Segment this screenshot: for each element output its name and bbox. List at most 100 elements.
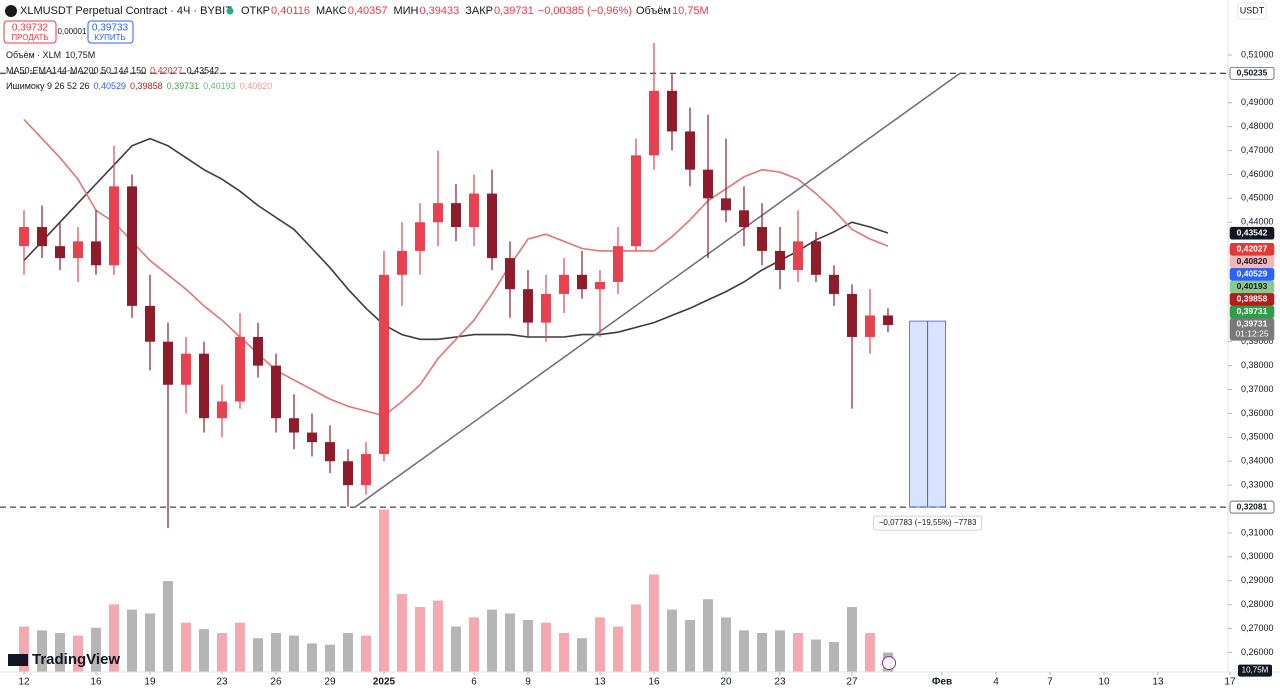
volume-bar [504,613,515,672]
volume-bar [846,607,857,672]
candle-body [756,227,767,251]
volume-bar [72,635,83,672]
candle-body [828,274,839,294]
candle-body [432,203,443,223]
candle-body [126,186,137,306]
status-dot [226,7,234,15]
volume-bar [540,622,551,672]
price-tag [1229,267,1275,281]
indicator-row: Объём · XLM 10,75M [6,50,95,60]
volume-bar [126,609,137,672]
y-tick-label: 0,36000 [1241,408,1274,418]
measure-label-box [873,515,983,531]
header: XLMUSDT Perpetual Contract · 4Ч · BYBIT … [3,5,709,91]
candle-body [72,241,83,259]
y-tick-label: 0,29000 [1241,575,1274,585]
sell-button[interactable] [3,20,57,44]
candle-body [792,241,803,271]
sell-label[interactable]: ПРОДАТЬ [11,33,48,42]
y-tick-label: 0,26000 [1241,647,1274,657]
y-tick-label: 0,45000 [1241,193,1274,203]
candle-body [738,210,749,228]
currency[interactable]: USDT [1240,5,1265,15]
candle-body [594,281,605,290]
buy-button[interactable] [87,20,134,44]
buy-label[interactable]: КУПИТЬ [94,33,125,42]
indicator-name: Ишимоку 9 26 52 26 [6,81,90,91]
currency-button[interactable] [1237,2,1267,20]
y-tick-label: 0,33000 [1241,479,1274,489]
candle-body [234,336,245,402]
candle-body [450,203,461,228]
volume-bar [756,633,767,672]
trendline [354,72,961,508]
volume-bar [612,626,623,672]
y-tick-label: 0,28000 [1241,599,1274,609]
indicator-line [23,118,889,417]
volume-bar [450,626,461,672]
brand: TradingView [32,651,120,668]
y-tick-label: 0,31000 [1241,527,1274,537]
volume-bar [810,639,821,672]
x-tick-label: 4 [993,677,999,688]
volume-bar [18,626,29,672]
indicator-value: 0,40529 [94,81,127,91]
candle-body [468,193,479,228]
x-tick-label: 23 [216,677,228,688]
price-tag [1229,242,1275,256]
ohlc: ОТКР0,40116 МАКС0,40357 МИН0,39433 ЗАКР0,39… [241,5,709,17]
candle-body [666,90,677,132]
y-tick-label: 0,34000 [1241,456,1274,466]
price-tag-label: 0,32081 [1237,501,1268,511]
price-tag-label: 0,40193 [1237,281,1268,291]
candle-body [360,454,371,486]
ohlc-value: 0,39731 [494,5,534,17]
volume-bar [792,633,803,672]
price-tag-label: 0,39731 [1237,306,1268,316]
candle-body [720,198,731,211]
price-tag [1229,292,1275,306]
volume-bar [198,629,209,672]
x-tick-label: 19 [144,677,156,688]
price-tag-label: 0,50235 [1237,67,1268,77]
candle-body [540,293,551,323]
x-tick-label: 6 [471,677,477,688]
volume-bar [288,635,299,672]
volume-bar [36,630,47,672]
candle-body [846,293,857,337]
y-tick-label: 0,30000 [1241,551,1274,561]
x-tick-label: 27 [846,677,858,688]
x-tick-label: 16 [90,677,102,688]
candle-body [414,222,425,251]
x-tick-label: 9 [525,677,531,688]
sell-price[interactable]: 0,39732 [12,23,49,34]
y-tick-label: 0,49000 [1241,97,1274,107]
x-tick-label: 23 [774,677,786,688]
volume-bar [468,617,479,672]
ohlc-value: 0,39433 [420,5,460,17]
buy-price[interactable]: 0,39733 [92,23,129,34]
volume-bar [252,638,263,672]
volume-bar [234,622,245,672]
y-tick-label: 0,44000 [1241,217,1274,227]
candle-body [522,289,533,323]
brand-icon [8,654,28,666]
y-tick-label: 0,27000 [1241,623,1274,633]
y-tick-label: 0,35000 [1241,432,1274,442]
alert-icon[interactable] [882,656,896,670]
x-tick-label: 12 [18,677,30,688]
volume-bar [396,594,407,672]
volume-bar [576,638,587,672]
volume-bar [666,609,677,672]
indicator-value: 0,39858 [130,81,163,91]
candle-body [216,401,227,419]
candle-body [558,274,569,294]
volume-label: Объём [636,5,671,17]
ohlc-value: 0,40357 [348,5,388,17]
volume-bar [216,633,227,672]
volume-value: 10,75M [672,5,709,17]
x-tick-label: 26 [270,677,282,688]
price-tag [1229,226,1275,240]
price-tag-label: 0,39731 [1237,319,1268,329]
